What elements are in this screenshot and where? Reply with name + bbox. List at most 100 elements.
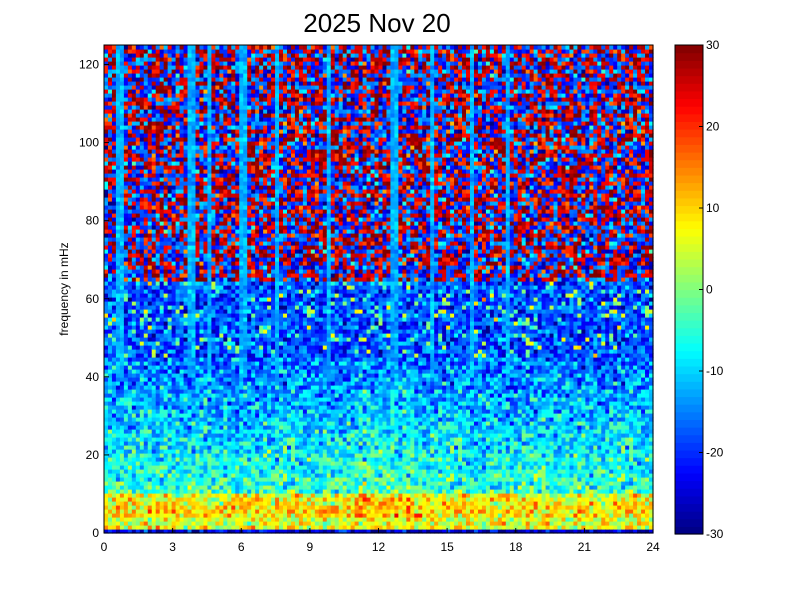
heatmap-cell [140, 245, 145, 250]
heatmap-cell [259, 473, 264, 478]
heatmap-cell [140, 137, 145, 142]
heatmap-cell [104, 249, 109, 254]
heatmap-cell [152, 169, 157, 174]
heatmap-cell [168, 317, 173, 322]
heatmap-cell [188, 49, 193, 54]
heatmap-cell [251, 293, 256, 298]
heatmap-cell [243, 405, 248, 410]
heatmap-cell [128, 85, 133, 90]
heatmap-cell [255, 161, 260, 166]
heatmap-cell [231, 421, 236, 426]
heatmap-cell [243, 389, 248, 394]
heatmap-cell [255, 433, 260, 438]
heatmap-cell [211, 289, 216, 294]
heatmap-cell [112, 297, 117, 302]
heatmap-cell [259, 525, 264, 530]
heatmap-cell [120, 321, 125, 326]
heatmap-cell [112, 85, 117, 90]
heatmap-cell [235, 125, 240, 130]
heatmap-cell [120, 513, 125, 518]
heatmap-cell [120, 409, 125, 414]
heatmap-cell [104, 221, 109, 226]
heatmap-cell [128, 229, 133, 234]
heatmap-cell [219, 69, 224, 74]
heatmap-cell [144, 373, 149, 378]
heatmap-cell [140, 373, 145, 378]
heatmap-cell [207, 249, 212, 254]
heatmap-cell [128, 465, 133, 470]
heatmap-cell [235, 117, 240, 122]
heatmap-cell [120, 77, 125, 82]
heatmap-cell [140, 353, 145, 358]
heatmap-cell [128, 149, 133, 154]
heatmap-cell [219, 421, 224, 426]
heatmap-cell [148, 281, 153, 286]
heatmap-cell [152, 441, 157, 446]
heatmap-cell [140, 101, 145, 106]
heatmap-cell [247, 517, 252, 522]
heatmap-cell [140, 237, 145, 242]
heatmap-cell [192, 73, 197, 78]
heatmap-cell [247, 385, 252, 390]
heatmap-cell [164, 185, 169, 190]
heatmap-cell [255, 117, 260, 122]
heatmap-cell [156, 197, 161, 202]
heatmap-cell [199, 189, 204, 194]
heatmap-cell [211, 489, 216, 494]
spectrogram-plot-area [104, 45, 654, 534]
heatmap-cell [219, 129, 224, 134]
heatmap-cell [164, 209, 169, 214]
heatmap-cell [120, 197, 125, 202]
heatmap-cell [211, 157, 216, 162]
heatmap-cell [120, 493, 125, 498]
heatmap-cell [231, 165, 236, 170]
heatmap-cell [215, 353, 220, 358]
heatmap-cell [160, 269, 165, 274]
heatmap-cell [140, 313, 145, 318]
heatmap-cell [247, 301, 252, 306]
heatmap-cell [263, 221, 268, 226]
heatmap-cell [112, 233, 117, 238]
heatmap-cell [140, 433, 145, 438]
heatmap-cell [140, 329, 145, 334]
heatmap-cell [104, 489, 109, 494]
heatmap-cell [255, 157, 260, 162]
heatmap-cell [168, 433, 173, 438]
heatmap-cell [231, 289, 236, 294]
heatmap-cell [160, 509, 165, 514]
heatmap-cell [172, 145, 177, 150]
heatmap-cell [219, 53, 224, 58]
heatmap-cell [172, 229, 177, 234]
heatmap-cell [176, 281, 181, 286]
heatmap-cell [199, 329, 204, 334]
heatmap-cell [207, 45, 212, 50]
heatmap-cell [263, 353, 268, 358]
heatmap-cell [223, 97, 228, 102]
heatmap-cell [199, 157, 204, 162]
heatmap-cell [227, 217, 232, 222]
heatmap-cell [247, 169, 252, 174]
heatmap-cell [188, 65, 193, 70]
heatmap-cell [108, 297, 113, 302]
heatmap-cell [156, 505, 161, 510]
heatmap-cell [172, 225, 177, 230]
heatmap-cell [243, 397, 248, 402]
heatmap-cell [196, 261, 201, 266]
heatmap-cell [227, 441, 232, 446]
heatmap-cell [140, 289, 145, 294]
heatmap-cell [164, 93, 169, 98]
heatmap-cell [251, 329, 256, 334]
heatmap-cell [263, 77, 268, 82]
heatmap-cell [263, 489, 268, 494]
heatmap-cell [239, 305, 244, 310]
heatmap-cell [168, 281, 173, 286]
heatmap-cell [188, 281, 193, 286]
heatmap-cell [184, 125, 189, 130]
heatmap-cell [211, 401, 216, 406]
heatmap-cell [124, 81, 129, 86]
heatmap-cell [196, 229, 201, 234]
heatmap-cell [128, 301, 133, 306]
heatmap-cell [120, 353, 125, 358]
heatmap-cell [112, 405, 117, 410]
heatmap-cell [148, 261, 153, 266]
